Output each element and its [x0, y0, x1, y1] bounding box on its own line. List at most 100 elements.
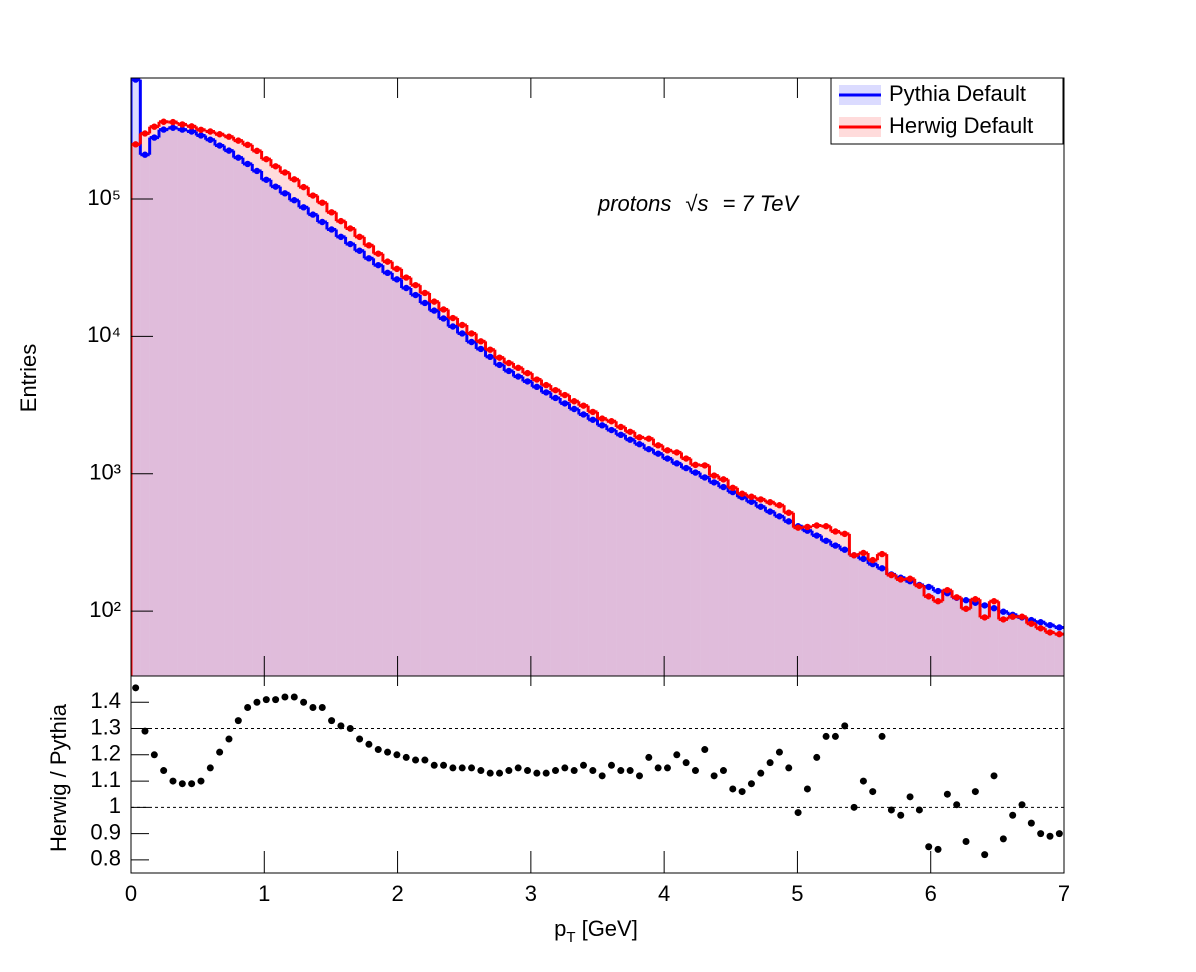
ratio-point — [691, 767, 699, 775]
bin-fill — [784, 512, 794, 676]
marker — [496, 354, 503, 361]
ratio-point — [169, 777, 177, 785]
marker — [822, 537, 830, 544]
ratio-point — [552, 767, 560, 775]
bin-fill — [336, 236, 346, 676]
bin-fill — [756, 506, 766, 676]
marker — [403, 284, 410, 292]
marker — [477, 345, 485, 353]
bin-fill — [700, 465, 710, 676]
bin-fill — [224, 136, 234, 676]
bin-fill — [970, 599, 981, 676]
marker — [701, 474, 708, 481]
bin-fill — [168, 122, 178, 676]
ratio-point — [132, 684, 140, 692]
bin-fill — [308, 195, 318, 676]
bin-fill — [877, 568, 887, 676]
bin-fill — [830, 531, 841, 676]
marker — [552, 386, 559, 394]
bin-fill — [270, 166, 281, 676]
bin-fill — [420, 292, 430, 676]
bin-fill — [140, 154, 150, 676]
bin-fill — [625, 431, 635, 676]
marker — [860, 549, 867, 557]
marker — [179, 121, 186, 128]
ratio-point — [440, 761, 448, 769]
marker — [393, 276, 401, 283]
marker — [151, 134, 158, 141]
ratio-point — [738, 788, 746, 796]
marker — [207, 136, 214, 143]
ratio-point — [663, 764, 671, 772]
marker — [626, 428, 634, 435]
ratio-point — [971, 788, 979, 796]
x-axis-label: pT [GeV] — [554, 916, 638, 946]
x-label-unit: [GeV] — [582, 916, 638, 941]
x-tick-label: 3 — [525, 881, 537, 906]
bin-fill — [1008, 614, 1018, 676]
bin-fill — [746, 501, 757, 676]
bin-fill — [298, 207, 309, 676]
marker — [934, 587, 942, 595]
marker — [188, 123, 195, 130]
bin-fill — [354, 236, 365, 676]
marker — [169, 124, 177, 131]
bin-fill — [336, 221, 346, 676]
bin-fill — [354, 250, 365, 676]
marker — [598, 422, 606, 429]
bin-fill — [168, 127, 178, 676]
marker — [431, 298, 438, 305]
bin-fill — [961, 608, 971, 676]
bin-fill — [438, 309, 449, 676]
bin-fill — [131, 79, 141, 676]
bin-fill — [793, 526, 803, 676]
x-tick-label: 2 — [391, 881, 403, 906]
marker — [197, 126, 205, 133]
marker — [841, 546, 848, 553]
bin-fill — [541, 392, 551, 676]
marker — [132, 141, 139, 148]
marker — [468, 330, 475, 337]
marker — [664, 447, 671, 454]
marker — [608, 426, 615, 434]
bin-fill — [1036, 628, 1046, 676]
marker — [682, 464, 690, 472]
ratio-point — [188, 780, 196, 788]
marker — [197, 132, 205, 139]
marker — [1046, 621, 1054, 629]
bin-fill — [821, 540, 831, 676]
bin-fill — [448, 326, 458, 676]
ratio-point — [514, 764, 522, 772]
y-tick-label: 1.3 — [90, 714, 121, 739]
ratio-point — [300, 698, 308, 706]
bin-fill — [177, 124, 187, 676]
ratio-point — [505, 767, 513, 775]
marker — [766, 508, 774, 515]
bin-fill — [280, 193, 290, 676]
marker — [1037, 619, 1044, 626]
bin-fill — [569, 408, 579, 676]
bin-fill — [700, 477, 710, 676]
marker — [188, 128, 195, 135]
bin-fill — [1036, 622, 1046, 676]
ratio-point — [635, 772, 643, 780]
marker — [570, 405, 578, 413]
bin-fill — [550, 397, 561, 676]
bin-fill — [616, 434, 626, 676]
y-tick-label: 1.1 — [90, 767, 121, 792]
marker — [1000, 616, 1007, 623]
y-tick-label: 10² — [89, 597, 121, 622]
bin-fill — [821, 526, 831, 676]
bin-fill — [261, 179, 271, 676]
ratio-point — [328, 717, 336, 725]
marker — [216, 131, 223, 138]
bin-fill — [840, 533, 850, 676]
bin-fill — [401, 287, 411, 676]
bin-fill — [373, 253, 383, 676]
marker — [412, 281, 419, 289]
marker — [869, 556, 876, 564]
bin-fill — [364, 258, 374, 676]
ratio-point — [794, 809, 802, 817]
marker — [160, 118, 167, 125]
